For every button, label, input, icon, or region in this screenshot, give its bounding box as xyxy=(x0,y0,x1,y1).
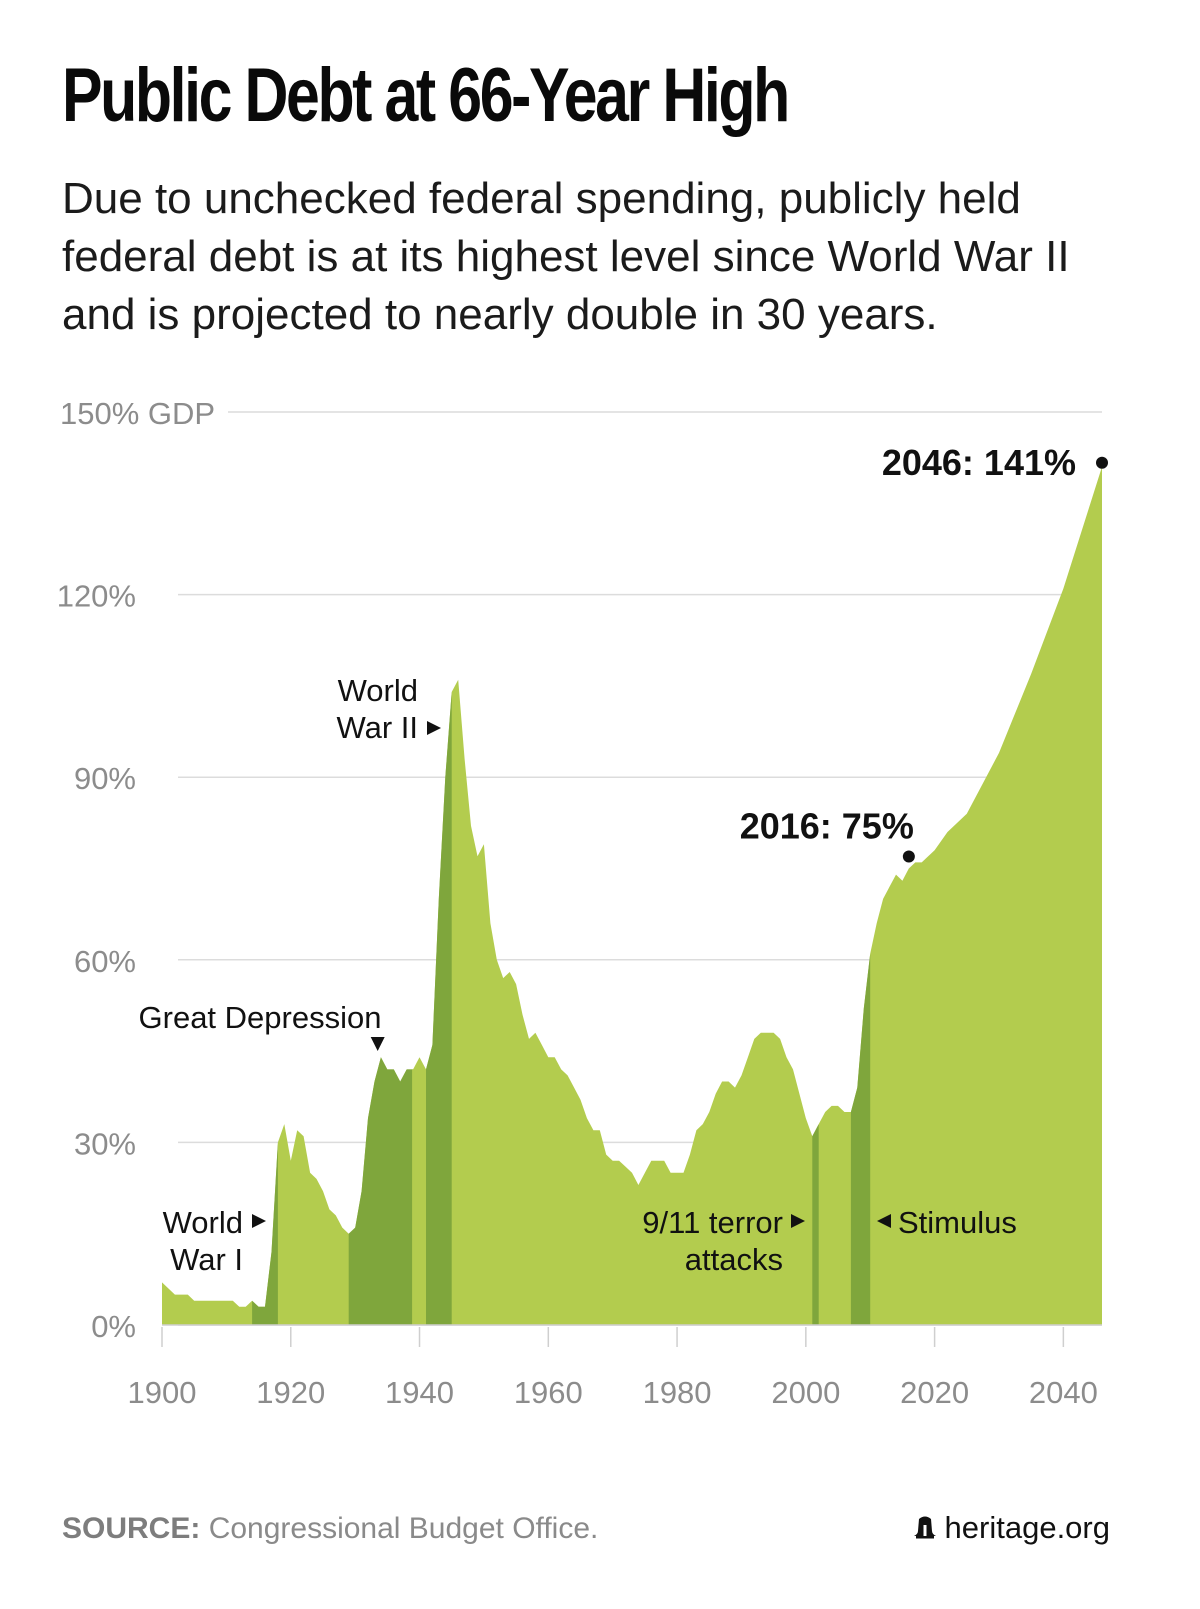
annotation-depression-arrow xyxy=(370,1037,385,1051)
highlight-band-1 xyxy=(252,1142,278,1325)
x-tick-label: 2040 xyxy=(1029,1375,1098,1410)
highlight-band-4 xyxy=(812,1124,819,1325)
point-2016-marker xyxy=(902,850,915,863)
annotation-terror-arrow xyxy=(791,1214,805,1228)
brand-footer[interactable]: heritage.org xyxy=(913,1510,1110,1546)
y-tick-label: 30% xyxy=(74,1126,136,1161)
annotation-terror-line1: 9/11 terror xyxy=(642,1205,783,1240)
debt-area-chart: 0% 30% 60% 90% 120% 150% GDP 1900 1920 1940 1960 1… xyxy=(57,396,1108,1410)
x-tick-label: 1920 xyxy=(256,1375,325,1410)
point-2046-marker xyxy=(1096,456,1108,469)
y-tick-label: 0% xyxy=(91,1309,136,1344)
annotation-wwii-arrow xyxy=(427,721,441,735)
point-2016-label: 2016: 75% xyxy=(740,806,914,847)
y-tick-label: 120% xyxy=(57,579,136,614)
highlight-band-3 xyxy=(426,692,452,1325)
annotation-wwii-line1: World xyxy=(338,673,418,708)
annotation-wwi-arrow xyxy=(252,1214,266,1228)
annotation-stimulus: Stimulus xyxy=(898,1205,1017,1240)
annotation-stimulus-arrow xyxy=(877,1214,891,1228)
chart-subtitle: Due to unchecked federal spending, publi… xyxy=(62,174,1070,339)
annotation-depression: Great Depression xyxy=(139,1000,382,1035)
source-label: SOURCE: xyxy=(62,1512,201,1545)
x-tick-label: 2000 xyxy=(771,1375,840,1410)
y-tick-label: 60% xyxy=(74,944,136,979)
brand-text: heritage.org xyxy=(944,1510,1110,1545)
x-tick-label: 1940 xyxy=(385,1375,454,1410)
x-tick-label: 1960 xyxy=(514,1375,583,1410)
highlight-band-2 xyxy=(348,1057,414,1325)
highlight-bands xyxy=(252,692,871,1325)
chart-title: Public Debt at 66-Year High xyxy=(62,53,790,138)
annotation-wwi-line2: War I xyxy=(170,1242,243,1277)
x-tick-label: 1980 xyxy=(643,1375,712,1410)
debt-area xyxy=(162,466,1102,1325)
point-2046-label: 2046: 141% xyxy=(882,442,1076,483)
annotation-terror-line2: attacks xyxy=(685,1242,783,1277)
annotation-wwi-line1: World xyxy=(163,1205,243,1240)
x-tick-label: 2020 xyxy=(900,1375,969,1410)
x-tick-label: 1900 xyxy=(128,1375,197,1410)
y-tick-label: 90% xyxy=(74,761,136,796)
liberty-bell-icon xyxy=(913,1516,936,1539)
highlight-band-5 xyxy=(850,953,871,1325)
annotation-wwii-line2: War II xyxy=(336,710,418,745)
source-text: Congressional Budget Office. xyxy=(208,1512,599,1545)
source-note: SOURCE: Congressional Budget Office. xyxy=(62,1512,598,1546)
axes: 0% 30% 60% 90% 120% 150% GDP 1900 1920 1940 1960 1… xyxy=(57,396,1102,1410)
area-layer xyxy=(162,466,1102,1325)
y-tick-label: 150% GDP xyxy=(60,396,215,431)
